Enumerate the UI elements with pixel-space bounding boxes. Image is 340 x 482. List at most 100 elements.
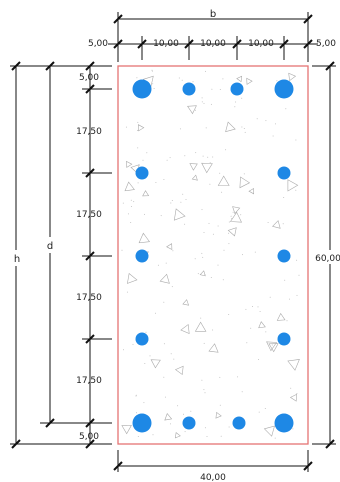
aggregate-dot [258, 411, 260, 413]
aggregate-dot [203, 342, 205, 344]
aggregate-dot [145, 331, 147, 333]
aggregate-stone [232, 206, 241, 215]
top-segment-4: 10,00 [248, 39, 274, 49]
aggregate-dot [127, 213, 129, 215]
aggregate-dot [202, 256, 204, 258]
aggregate-stone [173, 208, 186, 221]
aggregate-dot [151, 70, 153, 72]
aggregate-dot [146, 152, 148, 154]
aggregate-dot [241, 97, 243, 99]
aggregate-dot [190, 410, 192, 412]
aggregate-dot [202, 155, 204, 157]
right-height-value: 60,00 [315, 254, 340, 264]
aggregate-dot [204, 392, 206, 394]
right-height-dimension: 60,00 [312, 61, 340, 449]
aggregate-dot [295, 139, 297, 141]
aggregate-dot [184, 431, 186, 433]
aggregate-dot [219, 376, 221, 378]
aggregate-stone [166, 243, 173, 251]
rebar-corner [132, 413, 152, 433]
aggregate-dot [264, 408, 266, 409]
aggregate-dot [228, 232, 230, 234]
top-segment-3: 10,00 [200, 39, 226, 49]
aggregate-dot [130, 206, 132, 207]
aggregate-stone [137, 124, 145, 132]
aggregate-dot [212, 156, 214, 158]
top-segment-2: 10,00 [153, 39, 179, 49]
aggregate-dot [272, 135, 274, 137]
aggregate-dot [157, 264, 159, 266]
aggregate-stone [124, 181, 135, 192]
aggregate-stone [138, 232, 151, 244]
aggregate-dot [244, 131, 246, 133]
aggregate-dot [222, 279, 224, 281]
aggregate-dot [137, 121, 139, 123]
rebar-side [277, 332, 291, 346]
aggregate-dot [182, 193, 184, 195]
rebar-intermediate [182, 416, 196, 430]
aggregate-dot [252, 306, 253, 307]
aggregate-stone [208, 343, 219, 353]
aggregate-dot [296, 393, 298, 394]
aggregate-dot [163, 376, 165, 378]
aggregate-dot [289, 298, 290, 300]
left-segment-1: 5,00 [79, 73, 99, 83]
aggregate-dot [228, 243, 230, 245]
concrete-aggregate-texture [121, 69, 300, 439]
aggregate-dot [178, 77, 180, 79]
depth-dimension-d: d [40, 61, 112, 428]
aggregate-dot [298, 274, 300, 276]
aggregate-dot [194, 258, 196, 260]
aggregate-dot [181, 79, 183, 81]
aggregate-stone [288, 72, 297, 82]
aggregate-dot [243, 173, 245, 175]
bottom-width-value: 40,00 [200, 473, 226, 482]
aggregate-dot [201, 252, 203, 254]
aggregate-stone [239, 176, 251, 189]
aggregate-dot [285, 108, 287, 110]
left-segment-2: 17,50 [76, 127, 102, 137]
aggregate-dot [200, 317, 202, 319]
aggregate-stone [227, 227, 237, 237]
rebar-side [135, 166, 149, 180]
aggregate-stone [174, 365, 184, 376]
aggregate-dot [208, 222, 210, 224]
aggregate-stone [189, 163, 198, 171]
aggregate-dot [228, 426, 230, 428]
aggregate-dot [203, 232, 205, 233]
aggregate-dot [259, 311, 261, 312]
aggregate-dot [295, 189, 297, 191]
aggregate-stone [276, 312, 286, 321]
aggregate-dot [228, 314, 230, 315]
aggregate-dot [136, 77, 138, 79]
aggregate-stone [159, 273, 170, 284]
aggregate-dot [125, 126, 127, 128]
aggregate-dot [223, 249, 225, 251]
aggregate-dot [225, 149, 227, 151]
aggregate-dot [194, 109, 196, 111]
left-segment-6: 5,00 [79, 432, 99, 442]
aggregate-dot [275, 123, 276, 125]
aggregate-dot [135, 395, 137, 397]
aggregate-dot [201, 101, 203, 103]
aggregate-stone [182, 299, 190, 306]
aggregate-dot [152, 434, 154, 436]
aggregate-dot [212, 233, 214, 235]
aggregate-dot [136, 412, 137, 414]
aggregate-dot [219, 172, 221, 174]
aggregate-dot [170, 423, 171, 425]
aggregate-dot [242, 254, 243, 256]
aggregate-stone [229, 211, 242, 223]
aggregate-dot [160, 215, 162, 217]
aggregate-dot [163, 343, 165, 345]
aggregate-dot [142, 159, 144, 161]
aggregate-dot [143, 402, 145, 404]
aggregate-dot [210, 103, 212, 105]
aggregate-stone [174, 432, 181, 439]
aggregate-dot [217, 225, 219, 227]
aggregate-stone [191, 174, 198, 181]
aggregate-dot [211, 88, 213, 90]
top-segment-5: 5,00 [316, 39, 336, 49]
aggregate-dot [203, 102, 205, 104]
